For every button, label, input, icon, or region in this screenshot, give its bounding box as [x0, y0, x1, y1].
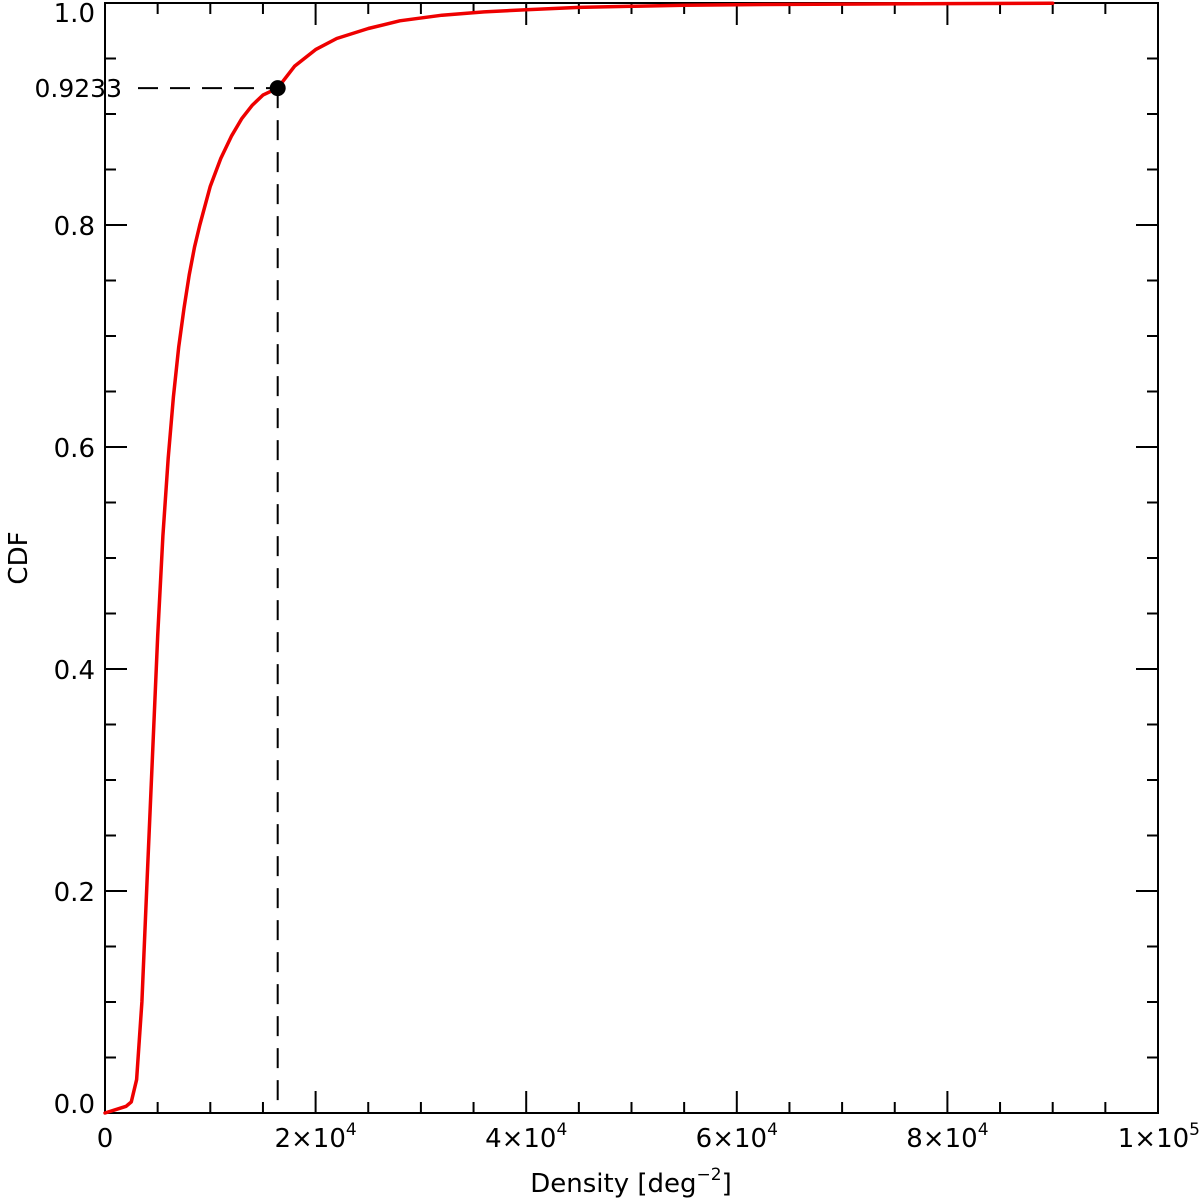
axis-ticks	[104, 2, 1159, 1114]
y-tick-label: 0.8	[54, 212, 95, 242]
x-tick-label: 8×104	[906, 1120, 988, 1154]
y-axis-title: CDF	[4, 531, 34, 584]
y-tick-label: 0.2	[54, 878, 95, 908]
marker-annotation: 0.9233	[35, 74, 279, 1113]
y-tick-label: 1.0	[54, 0, 95, 29]
y-tick-label: 0.0	[54, 1090, 95, 1120]
y-tick-label: 0.6	[54, 434, 95, 464]
marker-value-label: 0.9233	[35, 74, 122, 103]
x-tick-label: 2×104	[274, 1120, 356, 1154]
cdf-series-line	[103, 1, 1055, 1115]
x-tick-label: 0	[97, 1124, 114, 1154]
x-axis-title: Density [deg−2]	[530, 1165, 731, 1199]
x-tick-label: 1×105	[1118, 1120, 1200, 1154]
axis-tick-labels: 0 2×104 4×104 6×104 8×104 1×105 0.0 0.2 0.4 0.6 0.…	[54, 0, 1200, 1154]
x-tick-label: 6×104	[696, 1120, 778, 1154]
plot-frame	[104, 2, 1159, 1114]
marker-point	[269, 80, 286, 97]
x-tick-label: 4×104	[485, 1120, 567, 1154]
y-tick-label: 0.4	[54, 656, 95, 686]
